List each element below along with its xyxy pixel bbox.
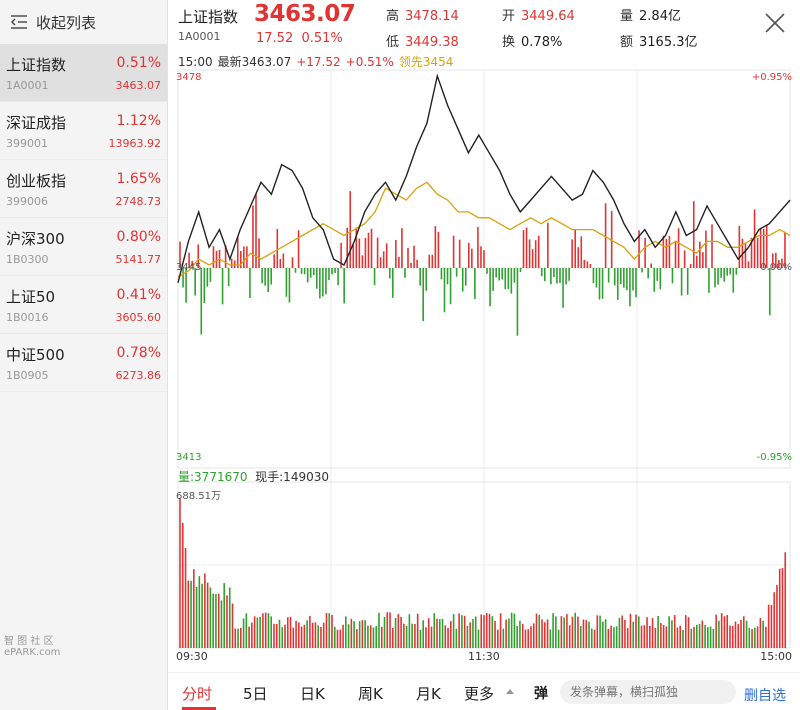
remove-favorite-button[interactable]: 删自选 <box>744 688 786 704</box>
collapse-list-button[interactable]: 收起列表 <box>0 0 167 44</box>
y-axis-top: 3478 <box>176 72 202 83</box>
index-list-code: 1B0016 <box>6 311 49 324</box>
time-start: 09:30 <box>176 650 208 663</box>
volume-max-label: 688.51万 <box>176 491 221 502</box>
chart-area: 15:00 最新3463.07 +17.52 +0.51% 领先3454 3478 34… <box>168 52 800 670</box>
tab-timeshare[interactable]: 分时 <box>182 685 213 703</box>
index-list-code: 1B0300 <box>6 253 49 266</box>
stat-high: 高 3478.14 <box>386 9 459 24</box>
index-list-price: 3605.60 <box>115 311 162 324</box>
index-list-price: 5141.77 <box>115 253 162 266</box>
tab-weekly-k[interactable]: 周K <box>358 685 383 703</box>
index-list-pct: 0.80% <box>116 229 161 245</box>
index-list-name: 上证50 <box>6 288 56 306</box>
index-list-price: 13963.92 <box>108 137 162 150</box>
index-list-pct: 1.12% <box>116 113 161 129</box>
index-list-name: 创业板指 <box>6 172 67 190</box>
quote-header: 上证指数 1A0001 3463.07 17.52 0.51% 高 3478.14… <box>168 0 800 52</box>
danmu-toggle-icon[interactable]: 弹 <box>534 686 548 702</box>
stat-amount: 额 3165.3亿 <box>620 35 698 50</box>
stat-low: 低 3449.38 <box>386 35 459 50</box>
index-list-pct: 0.41% <box>116 287 161 303</box>
time-mid: 11:30 <box>468 650 500 663</box>
chart-legend: 15:00 最新3463.07 +17.52 +0.51% 领先3454 <box>178 55 454 69</box>
stat-volume: 量 2.84亿 <box>620 9 681 24</box>
tab-5day[interactable]: 5日 <box>243 685 268 703</box>
pct-axis-bottom: -0.95% <box>756 452 792 463</box>
close-icon[interactable] <box>764 12 786 34</box>
index-list: 上证指数 0.51% 1A0001 3463.07 深证成指 1.12% 399001 139… <box>0 44 167 392</box>
index-list-item[interactable]: 上证50 0.41% 1B0016 3605.60 <box>0 276 167 334</box>
stat-open: 开 3449.64 <box>502 9 575 24</box>
index-list-pct: 0.51% <box>116 55 161 71</box>
time-end: 15:00 <box>760 650 792 663</box>
index-list-price: 2748.73 <box>115 195 162 208</box>
price-change: 17.52 0.51% <box>256 31 343 46</box>
index-list-item[interactable]: 创业板指 1.65% 399006 2748.73 <box>0 160 167 218</box>
index-list-code: 1B0905 <box>6 369 49 382</box>
stat-turnover: 换 0.78% <box>502 35 563 50</box>
index-list-name: 上证指数 <box>6 56 67 74</box>
y-axis-bottom: 3413 <box>176 452 202 463</box>
index-name: 上证指数 <box>178 8 239 26</box>
pct-axis-mid: 0.00% <box>760 262 792 273</box>
bottom-tab-bar: 分时 5日 日K 周K 月K 更多 弹 删自选 <box>168 672 800 710</box>
tab-active-indicator <box>182 707 216 710</box>
sidebar: 收起列表 上证指数 0.51% 1A0001 3463.07 深证成指 1.12% 3990… <box>0 0 168 710</box>
leading-line <box>177 181 791 278</box>
watermark: 智 图 社 区 ePARK.com <box>4 636 61 658</box>
price-line <box>177 73 791 283</box>
current-price: 3463.07 <box>254 1 356 27</box>
danmu-input[interactable] <box>560 680 736 704</box>
pct-axis-top: +0.95% <box>751 72 792 83</box>
index-code: 1A0001 <box>178 30 221 43</box>
index-list-pct: 0.78% <box>116 345 161 361</box>
collapse-icon <box>11 15 27 29</box>
timeshare-chart[interactable] <box>168 52 800 652</box>
index-list-pct: 1.65% <box>116 171 161 187</box>
index-list-item[interactable]: 中证500 0.78% 1B0905 6273.86 <box>0 334 167 392</box>
index-list-item[interactable]: 深证成指 1.12% 399001 13963.92 <box>0 102 167 160</box>
volume-legend: 量:3771670 现手:149030 <box>178 470 329 484</box>
index-list-code: 399001 <box>6 137 48 150</box>
more-arrow-icon <box>506 689 514 694</box>
index-list-price: 6273.86 <box>115 369 162 382</box>
index-list-item[interactable]: 沪深300 0.80% 1B0300 5141.77 <box>0 218 167 276</box>
index-list-name: 深证成指 <box>6 114 67 132</box>
index-list-price: 3463.07 <box>115 79 162 92</box>
collapse-list-label: 收起列表 <box>36 13 97 32</box>
y-axis-mid: 3445 <box>176 262 202 273</box>
tab-more[interactable]: 更多 <box>464 685 495 703</box>
tab-monthly-k[interactable]: 月K <box>416 685 441 703</box>
index-list-code: 1A0001 <box>6 79 49 92</box>
index-list-item[interactable]: 上证指数 0.51% 1A0001 3463.07 <box>0 44 167 102</box>
index-list-name: 中证500 <box>6 346 65 364</box>
index-list-code: 399006 <box>6 195 48 208</box>
tab-daily-k[interactable]: 日K <box>300 685 325 703</box>
index-list-name: 沪深300 <box>6 230 65 248</box>
